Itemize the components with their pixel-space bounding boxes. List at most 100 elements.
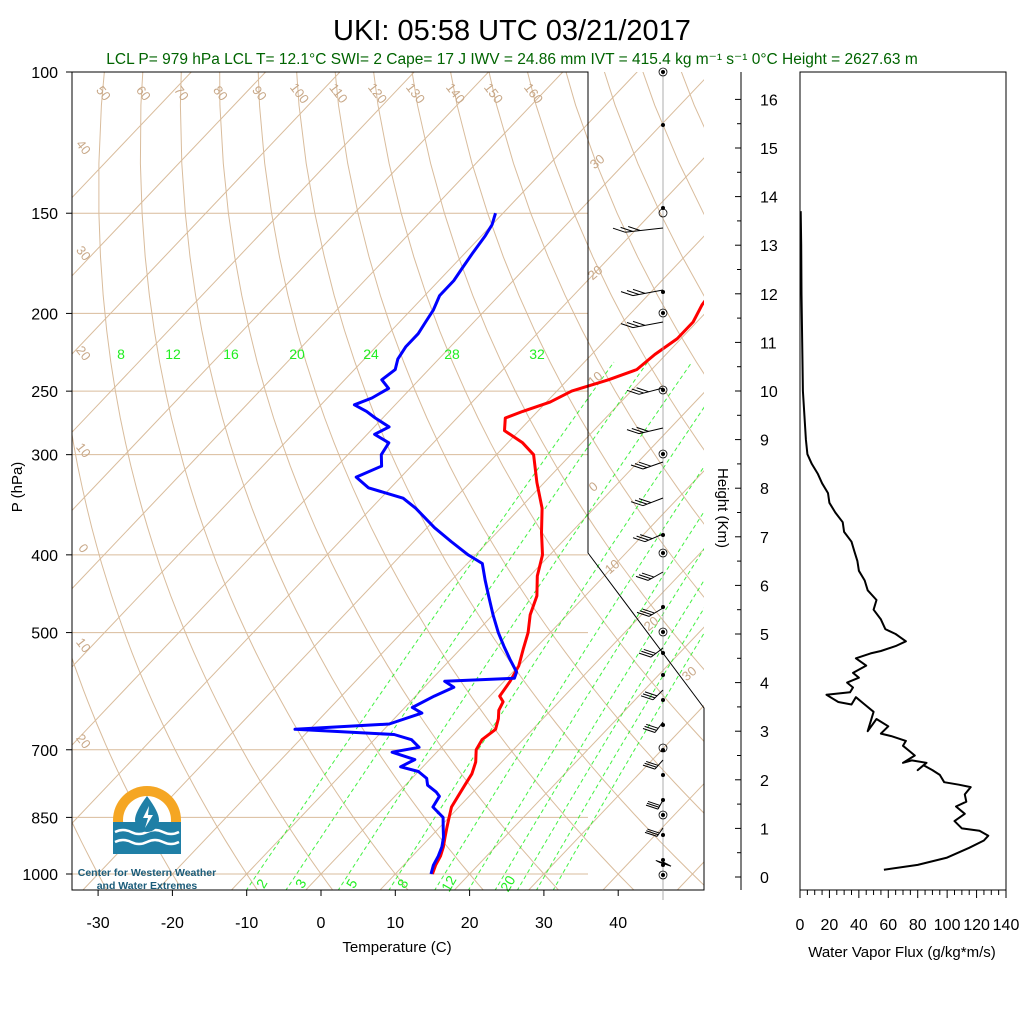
wind-level-circle — [658, 810, 668, 820]
wind-barb-flag — [647, 800, 661, 806]
isotherm — [676, 861, 704, 890]
wind-barb-flag — [638, 652, 652, 658]
wind-barb-flag — [626, 389, 640, 395]
isotherm — [230, 391, 704, 890]
mixing-ratio-lines — [245, 361, 704, 890]
height-tick-label: 2 — [760, 773, 769, 790]
dry-adiabat — [257, 72, 635, 890]
wind-barb-flag — [644, 831, 658, 837]
wind-barb-flag — [636, 426, 649, 432]
x-tick-label: 30 — [535, 915, 553, 932]
dry-adiabat — [296, 72, 704, 886]
isotherm — [751, 35, 1024, 891]
flux-axis-label: Water Vapor Flux (g/kg*m/s) — [808, 944, 996, 961]
y-tick-label: 250 — [31, 384, 58, 401]
isotherm-label: 80 — [210, 83, 231, 104]
wind-barb-flag — [632, 288, 646, 294]
height-tick-label: 3 — [760, 724, 769, 741]
wind-level-dot — [661, 123, 665, 127]
wind-level-dot — [661, 388, 665, 392]
height-tick-label: 9 — [760, 433, 769, 450]
y-tick-label: 100 — [31, 65, 58, 82]
isotherm — [379, 548, 704, 890]
height-tick-label: 11 — [760, 335, 777, 352]
y-tick-label: 500 — [31, 626, 58, 643]
wind-level-circle — [658, 308, 668, 318]
dry-adiabat — [680, 72, 704, 128]
wind-barb-flag — [644, 691, 658, 697]
dry-adiabat — [526, 72, 704, 451]
wind-barb-flag — [642, 693, 656, 699]
wind-barb-flag — [626, 290, 640, 295]
dry-adiabat — [373, 72, 704, 743]
isotherm-label: 160 — [521, 80, 546, 106]
wind-level-dot — [661, 673, 665, 677]
wind-level-dot — [661, 773, 665, 777]
dry-adiabat — [742, 35, 1024, 891]
wind-barb-flag — [643, 648, 656, 654]
isotherm-label: 10 — [73, 635, 94, 656]
mixing-ratio-label: 12 — [165, 346, 181, 362]
wind-barb-flag — [646, 723, 659, 729]
wind-level-circle — [658, 385, 668, 395]
wind-barb-flag — [641, 572, 655, 578]
wind-barb — [642, 497, 664, 507]
wind-barb-flag — [638, 574, 652, 580]
flux-tick-label: 60 — [879, 917, 897, 934]
wind-barb-flag — [644, 725, 657, 731]
mixing-ratio-line — [516, 579, 704, 890]
mixing-ratio-label: 16 — [223, 346, 239, 362]
x-tick-label: 10 — [386, 915, 404, 932]
dry-adiabat — [450, 72, 704, 598]
wind-level-circle — [658, 67, 668, 77]
x-tick-label: -30 — [87, 915, 110, 932]
cw3e-logo: Center for Western Weather and Water Ext… — [78, 786, 216, 892]
height-tick-label: 5 — [760, 627, 769, 644]
isotherm-label: 130 — [403, 80, 428, 106]
wind-level-dot — [661, 290, 665, 294]
height-tick-label: 14 — [760, 190, 778, 207]
wind-level-circle — [658, 208, 668, 218]
wind-barb-flag — [634, 463, 648, 469]
wind-barb-flag — [630, 501, 644, 507]
wind-barb-flag — [631, 388, 644, 394]
mixing-ratio-label: 5 — [343, 876, 361, 891]
wind-level-dot — [661, 698, 665, 702]
x-tick-label: -20 — [161, 915, 184, 932]
wind-level-dot — [661, 858, 665, 862]
height-tick-label: 16 — [760, 92, 778, 109]
mixing-ratio-label: 8 — [394, 876, 412, 891]
flux-tick-label: 120 — [963, 917, 990, 934]
skewt-border — [71, 71, 705, 891]
wind-barb-flag — [642, 608, 655, 614]
isotherm-label: 0 — [75, 541, 91, 556]
wind-barb-flag — [634, 499, 648, 505]
flux-tick-label: 80 — [909, 917, 927, 934]
flux-tick-label: 40 — [850, 917, 868, 934]
wind-level-dot — [661, 873, 665, 877]
height-tick-label: 1 — [760, 821, 769, 838]
wind-level-circle — [658, 449, 668, 459]
wind-barb-flag — [646, 830, 659, 836]
skewt-frame — [71, 71, 705, 891]
wind-level-dot — [661, 748, 665, 752]
wind-barb-flag — [638, 498, 652, 504]
isotherm — [156, 313, 704, 890]
wind-barb-flag — [620, 291, 634, 297]
wind-barb-flag — [645, 804, 659, 810]
wind-barb-flag — [632, 537, 646, 543]
dry-adiabat — [642, 72, 704, 216]
wind-level-circle — [658, 870, 668, 880]
wind-barb-flag — [636, 535, 649, 541]
isotherm-label: 110 — [326, 80, 351, 106]
mixing-ratio-label: 24 — [363, 346, 379, 362]
wind-barb-flag — [655, 860, 668, 865]
wind-barb-flag — [642, 764, 656, 770]
y-tick-label: 300 — [31, 448, 58, 465]
wind-barb — [624, 227, 664, 233]
isotherm-label: 30 — [73, 243, 94, 264]
wind-barb-flag — [626, 429, 640, 435]
y-tick-label: 850 — [31, 810, 58, 827]
